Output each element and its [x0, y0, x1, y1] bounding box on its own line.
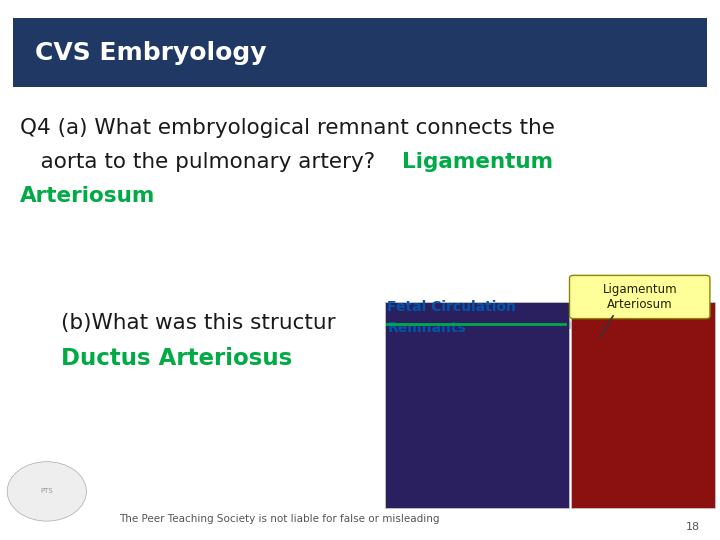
Text: Ligamentum
Arteriosum: Ligamentum Arteriosum: [603, 283, 677, 311]
Text: CVS Embryology: CVS Embryology: [35, 41, 266, 65]
Text: Ligamentum: Ligamentum: [402, 152, 553, 172]
Text: Arteriosum: Arteriosum: [20, 186, 156, 206]
Text: (b)What was this structur: (b)What was this structur: [61, 313, 336, 333]
Bar: [571, 302, 715, 508]
Text: Remnants: Remnants: [387, 321, 466, 335]
Text: aorta to the pulmonary artery?: aorta to the pulmonary artery?: [20, 152, 382, 172]
Text: The Peer Teaching Society is not liable for false or misleading: The Peer Teaching Society is not liable …: [119, 515, 439, 524]
Text: e called in foetal life?: e called in foetal life?: [400, 313, 629, 333]
Bar: [13, 18, 707, 87]
Circle shape: [7, 462, 86, 521]
FancyBboxPatch shape: [570, 275, 710, 319]
Text: Fetal Circulation: Fetal Circulation: [387, 300, 516, 314]
Text: 18: 18: [685, 522, 700, 531]
Text: Ductus Arteriosus: Ductus Arteriosus: [61, 347, 292, 370]
Bar: [385, 302, 569, 508]
Text: Q4 (a) What embryological remnant connects the: Q4 (a) What embryological remnant connec…: [20, 118, 555, 138]
Text: PTS: PTS: [40, 488, 53, 495]
